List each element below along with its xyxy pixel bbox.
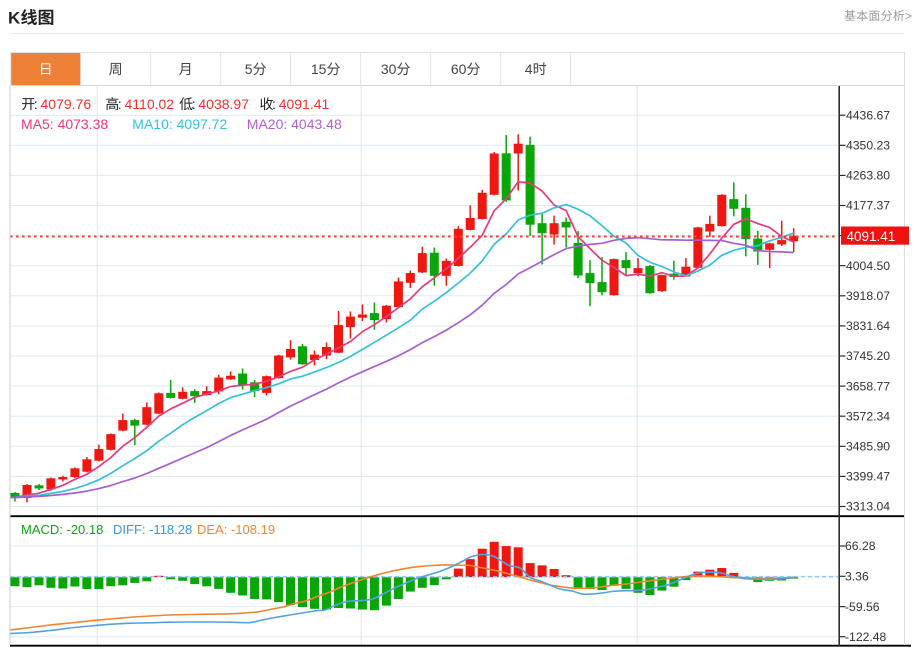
svg-text:DIFF: -118.28: DIFF: -118.28 [113, 522, 192, 537]
svg-text:4110.02: 4110.02 [125, 96, 175, 112]
svg-text:3745.20: 3745.20 [846, 349, 890, 363]
svg-text:5: 5 [245, 61, 253, 77]
svg-text::: : [118, 96, 122, 112]
svg-text::: : [272, 96, 276, 112]
svg-text:4263.80: 4263.80 [846, 169, 890, 183]
svg-text:MA20: 4043.48: MA20: 4043.48 [247, 116, 342, 132]
svg-text::: : [192, 96, 196, 112]
svg-text:4079.76: 4079.76 [41, 96, 92, 112]
svg-text:4091.41: 4091.41 [279, 96, 330, 112]
svg-text:3918.07: 3918.07 [846, 289, 890, 303]
svg-text:>: > [905, 9, 912, 23]
svg-text:DEA: -108.19: DEA: -108.19 [197, 522, 275, 537]
svg-text:30: 30 [381, 61, 397, 77]
svg-text:K: K [8, 9, 21, 28]
svg-text:4436.67: 4436.67 [846, 108, 890, 122]
svg-text:MACD: -20.18: MACD: -20.18 [21, 522, 103, 537]
svg-text:4177.37: 4177.37 [846, 199, 890, 213]
svg-text:3485.90: 3485.90 [846, 440, 890, 454]
svg-text:4038.97: 4038.97 [198, 96, 249, 112]
svg-text:-59.56: -59.56 [845, 600, 880, 614]
svg-text:3658.77: 3658.77 [846, 379, 890, 393]
svg-text:3831.64: 3831.64 [846, 319, 890, 333]
svg-text:-122.48: -122.48 [845, 630, 887, 644]
svg-text:15: 15 [311, 61, 327, 77]
svg-text:MA10: 4097.72: MA10: 4097.72 [132, 116, 227, 132]
svg-text:4004.50: 4004.50 [846, 259, 890, 273]
svg-text:4350.23: 4350.23 [846, 139, 890, 153]
svg-text:60: 60 [451, 61, 467, 77]
svg-text:3.36: 3.36 [845, 570, 869, 584]
svg-text:3399.47: 3399.47 [846, 470, 890, 484]
svg-text::: : [34, 96, 38, 112]
svg-text:66.28: 66.28 [845, 539, 876, 553]
svg-text:4: 4 [525, 61, 533, 77]
svg-text:3313.04: 3313.04 [846, 500, 890, 514]
svg-text:3572.34: 3572.34 [846, 409, 890, 423]
svg-text:4091.41: 4091.41 [847, 229, 896, 244]
svg-text:MA5: 4073.38: MA5: 4073.38 [21, 116, 108, 132]
